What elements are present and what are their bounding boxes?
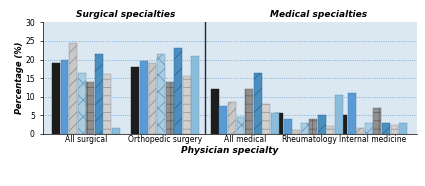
- Bar: [86, 82, 94, 134]
- Bar: [245, 89, 253, 134]
- Bar: [254, 73, 261, 134]
- Y-axis label: Percentage (%): Percentage (%): [15, 42, 24, 114]
- Bar: [348, 93, 356, 134]
- Bar: [335, 95, 343, 134]
- Bar: [309, 119, 317, 134]
- Bar: [271, 113, 279, 134]
- Bar: [52, 63, 60, 134]
- Bar: [356, 128, 364, 134]
- Bar: [275, 113, 283, 134]
- Bar: [318, 115, 326, 134]
- X-axis label: Physician specialty: Physician specialty: [181, 146, 278, 155]
- Text: Surgical specialties: Surgical specialties: [76, 10, 175, 19]
- Bar: [148, 63, 156, 134]
- Bar: [211, 89, 219, 134]
- Bar: [382, 123, 390, 134]
- Bar: [112, 128, 120, 134]
- Bar: [191, 56, 199, 134]
- Bar: [60, 60, 68, 134]
- Bar: [399, 123, 407, 134]
- Bar: [228, 102, 236, 134]
- Bar: [166, 82, 173, 134]
- Bar: [103, 74, 111, 134]
- Bar: [140, 61, 148, 134]
- Bar: [301, 123, 309, 134]
- Bar: [283, 119, 292, 134]
- Bar: [391, 125, 399, 134]
- Bar: [262, 104, 270, 134]
- Text: Medical specialties: Medical specialties: [269, 10, 367, 19]
- Bar: [292, 130, 300, 134]
- Bar: [339, 115, 347, 134]
- Bar: [69, 43, 77, 134]
- Bar: [237, 117, 244, 134]
- Bar: [365, 123, 373, 134]
- Bar: [183, 76, 191, 134]
- Bar: [174, 48, 182, 134]
- Bar: [78, 73, 85, 134]
- Bar: [326, 126, 334, 134]
- Bar: [95, 54, 103, 134]
- Bar: [219, 106, 227, 134]
- Bar: [131, 67, 139, 134]
- Bar: [157, 54, 165, 134]
- Bar: [374, 108, 381, 134]
